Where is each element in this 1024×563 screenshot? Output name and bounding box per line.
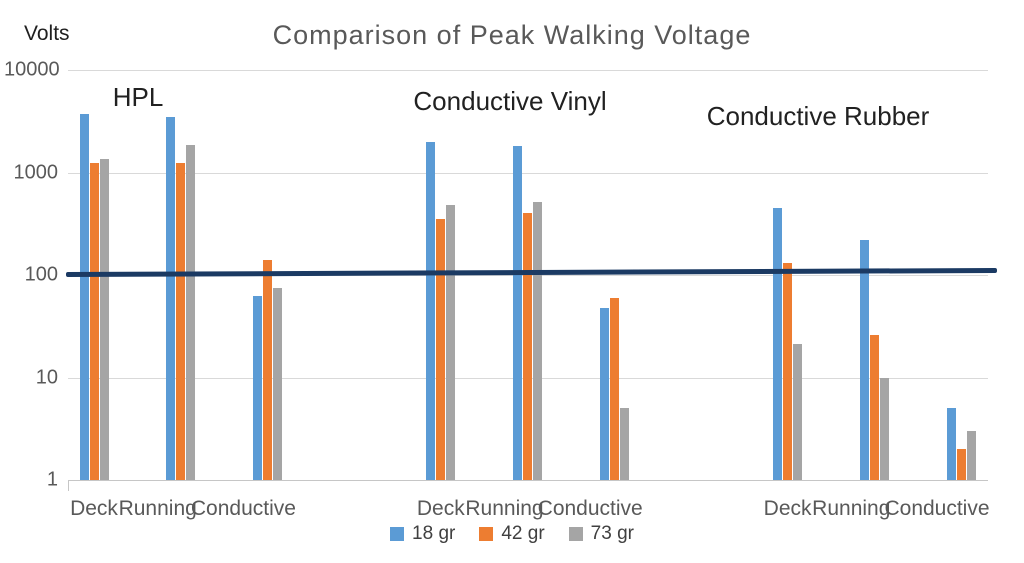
gridline-10000 xyxy=(68,70,988,71)
bar-42gr-running-g1 xyxy=(176,163,186,480)
y-tick-label-10: 10 xyxy=(35,366,58,388)
x-tick-label-running-g3: Running xyxy=(812,497,891,520)
group-label-hpl: HPL xyxy=(112,82,164,112)
bar-73gr-running-g3 xyxy=(879,377,889,480)
legend: 18 gr 42 gr 73 gr xyxy=(0,523,1024,545)
x-tick-label-running-g2: Running xyxy=(465,497,544,520)
bar-18gr-running-g1 xyxy=(166,116,176,480)
bar-73gr-deck-g3 xyxy=(793,344,803,480)
bar-18gr-conductive-g3 xyxy=(946,408,956,480)
x-tick-label-deck-g3: Deck xyxy=(763,497,812,520)
chart-title: Comparison of Peak Walking Voltage xyxy=(272,20,752,50)
bar-18gr-running-g3 xyxy=(859,239,869,480)
y-tick-label-100: 100 xyxy=(24,263,58,286)
gridline-1000 xyxy=(68,172,988,174)
bar-73gr-running-g1 xyxy=(186,145,196,480)
x-tick-label-conductive-g3: Conductive xyxy=(884,497,990,520)
bar-73gr-deck-g2 xyxy=(446,205,456,480)
group-label-conductive-rubber: Conductive Rubber xyxy=(706,101,930,131)
legend-item-42gr: 42 gr xyxy=(479,523,545,545)
bar-73gr-conductive-g2 xyxy=(619,408,629,480)
bar-18gr-deck-g3 xyxy=(773,208,783,480)
legend-item-18gr: 18 gr xyxy=(390,523,455,545)
bar-42gr-conductive-g1 xyxy=(262,260,272,480)
y-tick-label-10000: 10000 xyxy=(4,58,60,81)
bar-42gr-running-g2 xyxy=(523,213,532,480)
x-tick-label-deck-g2: Deck xyxy=(416,497,465,520)
legend-swatch-icon-42gr xyxy=(479,527,494,541)
legend-label-18gr: 18 gr xyxy=(412,523,456,544)
x-tick-label-conductive-g2: Conductive xyxy=(537,497,643,520)
bar-73gr-conductive-g3 xyxy=(966,431,976,480)
bar-18gr-deck-g1 xyxy=(79,114,89,480)
bar-42gr-deck-g2 xyxy=(436,219,446,480)
bar-42gr-running-g3 xyxy=(869,334,879,480)
bar-42gr-conductive-g2 xyxy=(609,297,619,480)
x-axis-tick xyxy=(68,480,69,491)
legend-swatch-icon-18gr xyxy=(390,527,405,541)
bar-18gr-deck-g2 xyxy=(426,141,436,480)
y-tick-label-1: 1 xyxy=(46,468,58,491)
bar-42gr-conductive-g3 xyxy=(956,449,966,480)
group-label-conductive-vinyl: Conductive Vinyl xyxy=(413,86,607,116)
legend-label-73gr: 73 gr xyxy=(590,523,634,544)
bar-73gr-conductive-g1 xyxy=(272,287,282,480)
legend-item-73gr: 73 gr xyxy=(568,523,634,545)
x-tick-label-conductive-g1: Conductive xyxy=(190,497,296,520)
bar-42gr-deck-g3 xyxy=(783,263,793,480)
legend-swatch-icon-73gr xyxy=(568,527,583,541)
bar-18gr-running-g2 xyxy=(513,146,522,480)
y-axis-unit-label: Volts xyxy=(24,22,70,45)
bar-18gr-conductive-g1 xyxy=(252,296,262,480)
x-tick-label-deck-g1: Deck xyxy=(70,497,118,520)
bar-73gr-running-g2 xyxy=(533,201,542,480)
bar-73gr-deck-g1 xyxy=(99,159,109,480)
bar-18gr-conductive-g2 xyxy=(599,307,609,480)
bar-42gr-deck-g1 xyxy=(89,162,99,480)
x-tick-label-running-g1: Running xyxy=(118,497,197,520)
gridline-1 xyxy=(68,480,988,481)
y-tick-label-1000: 1000 xyxy=(13,161,59,183)
legend-label-42gr: 42 gr xyxy=(501,523,545,544)
